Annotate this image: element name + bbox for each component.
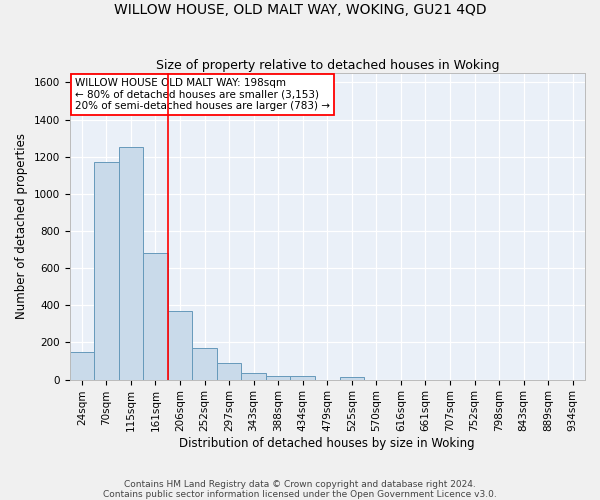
Title: Size of property relative to detached houses in Woking: Size of property relative to detached ho… [155,59,499,72]
Bar [70,352,94,380]
Bar [119,148,143,380]
Bar [168,311,192,380]
Text: Contains HM Land Registry data © Crown copyright and database right 2024.
Contai: Contains HM Land Registry data © Crown c… [103,480,497,499]
Text: WILLOW HOUSE OLD MALT WAY: 198sqm
← 80% of detached houses are smaller (3,153)
2: WILLOW HOUSE OLD MALT WAY: 198sqm ← 80% … [74,78,329,111]
Bar [94,162,119,380]
X-axis label: Distribution of detached houses by size in Woking: Distribution of detached houses by size … [179,437,475,450]
Bar [143,254,168,380]
Bar [266,376,290,380]
Bar [290,376,315,380]
Y-axis label: Number of detached properties: Number of detached properties [15,134,28,320]
Bar [241,373,266,380]
Bar [340,378,364,380]
Bar [192,348,217,380]
Text: WILLOW HOUSE, OLD MALT WAY, WOKING, GU21 4QD: WILLOW HOUSE, OLD MALT WAY, WOKING, GU21… [113,2,487,16]
Bar [217,363,241,380]
